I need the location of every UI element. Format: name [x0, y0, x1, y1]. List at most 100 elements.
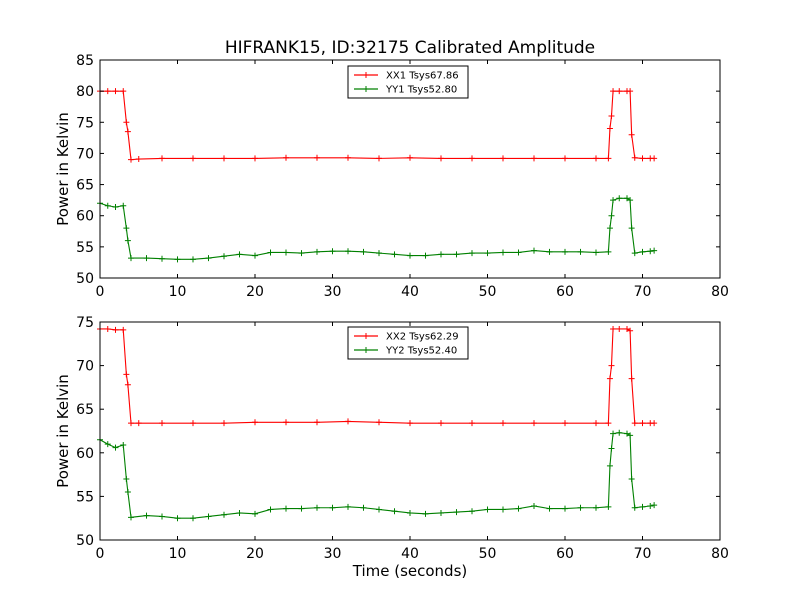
data-point: [610, 325, 617, 332]
bottom-panel: 0 10 20 30 40 50 60 70 80 50 55 60 65 70 75 Power in Ke…: [54, 315, 729, 562]
y-tick-label: 70: [76, 359, 94, 375]
data-point: [500, 249, 506, 256]
data-point: [616, 88, 623, 95]
data-point: [360, 248, 367, 255]
data-point: [190, 515, 196, 522]
data-point: [422, 252, 429, 259]
data-point: [606, 125, 613, 132]
data-point: [407, 509, 413, 516]
data-point: [631, 250, 638, 257]
data-point: [639, 155, 646, 162]
data-point: [577, 504, 584, 511]
data-point: [593, 420, 599, 427]
top-panel: 0 10 20 30 40 50 60 70 80 50 55 60 65 70 75 80 85 Power i…: [54, 53, 729, 300]
y-tick-label: 65: [76, 178, 94, 194]
data-point: [606, 375, 613, 382]
legend-marker: [363, 86, 369, 92]
data-point: [531, 247, 537, 254]
data-point: [376, 155, 382, 162]
x-tick-label: 40: [401, 284, 419, 300]
chart-title: HIFRANK15, ID:32175 Calibrated Amplitude: [225, 38, 595, 58]
y-tick-label: 70: [76, 146, 94, 162]
data-point: [562, 155, 568, 162]
y-tick-label: 50: [76, 533, 94, 549]
data-point: [616, 429, 623, 436]
legend-marker: [363, 72, 369, 78]
data-point: [624, 195, 630, 202]
data-point: [104, 441, 111, 448]
data-point: [500, 155, 506, 162]
data-point: [577, 248, 584, 255]
data-point: [360, 504, 367, 511]
x-tick-label: 80: [711, 284, 729, 300]
legend-marker: [363, 333, 369, 339]
data-point: [651, 502, 658, 509]
data-point: [651, 155, 658, 162]
x-tick-label: 60: [556, 546, 574, 562]
data-point: [252, 252, 258, 259]
data-point: [391, 508, 398, 515]
y-tick-label: 75: [76, 315, 94, 331]
data-point: [376, 250, 382, 257]
data-point: [631, 420, 638, 427]
data-point: [112, 88, 119, 95]
data-point: [128, 514, 134, 521]
y-axis-label: Power in Kelvin: [54, 374, 72, 488]
data-point: [628, 375, 635, 382]
data-point: [221, 511, 227, 518]
data-point: [329, 504, 336, 511]
data-point: [639, 503, 646, 510]
data-point: [190, 420, 196, 427]
data-point: [345, 503, 351, 510]
data-point: [562, 248, 568, 255]
data-point: [531, 155, 537, 162]
data-point: [608, 212, 615, 219]
data-point: [605, 248, 612, 255]
data-point: [104, 88, 111, 95]
data-point: [469, 155, 475, 162]
data-point: [605, 503, 612, 510]
data-point: [123, 225, 130, 232]
data-point: [531, 420, 537, 427]
data-point: [469, 420, 475, 427]
data-point: [123, 475, 130, 482]
data-point: [283, 154, 289, 161]
data-point: [252, 419, 258, 426]
data-point: [283, 249, 289, 256]
data-point: [391, 251, 398, 258]
data-point: [112, 326, 119, 333]
data-point: [329, 248, 336, 255]
data-point: [627, 197, 634, 204]
data-point: [120, 88, 127, 95]
data-point: [593, 155, 599, 162]
data-point: [515, 505, 522, 512]
data-point: [314, 248, 320, 255]
x-tick-label: 30: [324, 284, 342, 300]
series-group: [97, 88, 658, 263]
data-point: [631, 504, 638, 511]
data-point: [610, 430, 617, 437]
data-point: [453, 509, 460, 516]
data-point: [123, 371, 130, 378]
data-point: [159, 420, 165, 427]
x-tick-label: 70: [634, 546, 652, 562]
data-point: [190, 155, 196, 162]
data-point: [221, 420, 227, 427]
data-point: [345, 418, 351, 425]
data-point: [639, 248, 646, 255]
y-tick-label: 55: [76, 489, 94, 505]
data-point: [314, 419, 320, 426]
data-point: [627, 327, 634, 334]
data-point: [407, 252, 413, 259]
data-point: [608, 113, 615, 120]
y-tick-label: 50: [76, 271, 94, 287]
data-point: [205, 513, 212, 520]
data-point: [267, 249, 274, 256]
legend-box: [347, 65, 469, 99]
x-tick-label: 70: [634, 284, 652, 300]
data-point: [314, 504, 320, 511]
data-point: [610, 88, 617, 95]
data-point: [128, 156, 134, 163]
data-point: [546, 248, 553, 255]
